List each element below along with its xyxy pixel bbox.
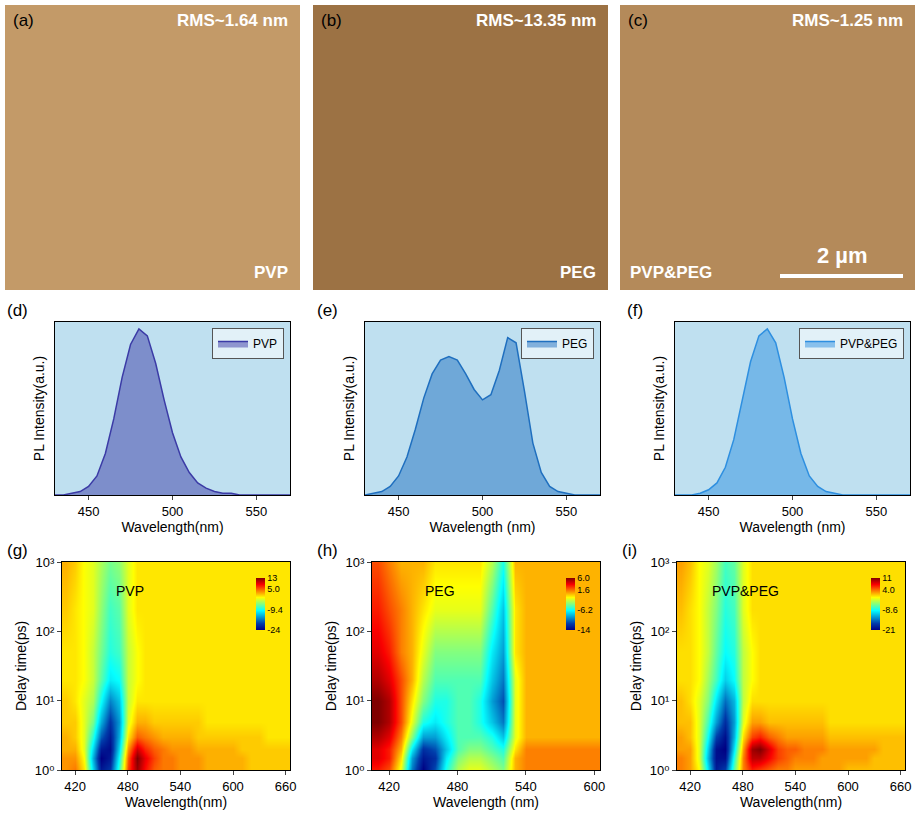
svg-text:550: 550	[556, 504, 578, 519]
svg-text:480: 480	[447, 779, 469, 794]
svg-text:600: 600	[222, 779, 244, 794]
svg-text:(d): (d)	[7, 301, 28, 320]
svg-text:Delay time(ps): Delay time(ps)	[13, 621, 29, 711]
svg-text:PEG: PEG	[560, 263, 596, 282]
svg-text:Wavelength(nm): Wavelength(nm)	[125, 794, 227, 810]
svg-text:420: 420	[64, 779, 86, 794]
svg-text:450: 450	[388, 504, 410, 519]
svg-text:PEG: PEG	[562, 337, 587, 351]
svg-text:600: 600	[837, 779, 859, 794]
svg-text:PVP&PEG: PVP&PEG	[840, 337, 897, 351]
svg-text:480: 480	[117, 779, 139, 794]
svg-text:11: 11	[882, 573, 891, 583]
svg-text:500: 500	[472, 504, 494, 519]
svg-text:RMS~1.25 nm: RMS~1.25 nm	[792, 11, 903, 30]
svg-text:PVP: PVP	[116, 583, 144, 599]
svg-text:PL Intensity(a.u.): PL Intensity(a.u.)	[31, 356, 47, 461]
svg-text:10²: 10²	[36, 624, 55, 639]
svg-text:(a): (a)	[13, 11, 34, 30]
svg-text:2 µm: 2 µm	[817, 243, 868, 268]
svg-text:-24: -24	[267, 625, 280, 635]
svg-text:10⁰: 10⁰	[345, 763, 365, 778]
svg-text:10⁰: 10⁰	[650, 763, 670, 778]
svg-text:PVP: PVP	[253, 337, 277, 351]
svg-text:-6.2: -6.2	[577, 605, 593, 615]
svg-text:13: 13	[267, 573, 277, 583]
svg-text:550: 550	[866, 504, 888, 519]
svg-text:(c): (c)	[628, 11, 648, 30]
svg-text:500: 500	[782, 504, 804, 519]
svg-text:Wavelength(nm): Wavelength(nm)	[121, 519, 223, 535]
svg-text:10⁰: 10⁰	[35, 763, 55, 778]
svg-text:10¹: 10¹	[346, 693, 365, 708]
svg-text:RMS~1.64 nm: RMS~1.64 nm	[177, 11, 288, 30]
svg-text:PVP: PVP	[254, 263, 288, 282]
svg-text:5.0: 5.0	[267, 584, 280, 594]
svg-text:(g): (g)	[7, 541, 28, 560]
svg-text:10¹: 10¹	[651, 693, 670, 708]
svg-text:Wavelength (nm): Wavelength (nm)	[429, 519, 535, 535]
svg-text:-9.4: -9.4	[267, 605, 283, 615]
svg-text:Delay time(ps): Delay time(ps)	[323, 621, 339, 711]
svg-text:(e): (e)	[317, 301, 338, 320]
svg-text:10²: 10²	[651, 624, 670, 639]
svg-text:660: 660	[275, 779, 297, 794]
svg-text:-21: -21	[882, 625, 895, 635]
svg-text:PVP&PEG: PVP&PEG	[630, 263, 712, 282]
svg-text:450: 450	[698, 504, 720, 519]
svg-text:6.0: 6.0	[577, 573, 590, 583]
svg-text:(b): (b)	[321, 11, 342, 30]
svg-text:480: 480	[732, 779, 754, 794]
svg-text:-14: -14	[577, 625, 590, 635]
svg-text:RMS~13.35 nm: RMS~13.35 nm	[476, 11, 596, 30]
svg-text:PEG: PEG	[425, 583, 455, 599]
svg-text:(f): (f)	[627, 301, 643, 320]
svg-text:450: 450	[78, 504, 100, 519]
svg-text:Wavelength (nm): Wavelength (nm)	[433, 794, 539, 810]
svg-text:540: 540	[170, 779, 192, 794]
svg-text:Wavelength (nm): Wavelength (nm)	[739, 519, 845, 535]
svg-text:10³: 10³	[36, 555, 55, 570]
svg-text:540: 540	[515, 779, 537, 794]
svg-text:10¹: 10¹	[36, 693, 55, 708]
svg-text:PL Intensity(a.u.): PL Intensity(a.u.)	[651, 356, 667, 461]
svg-text:660: 660	[890, 779, 912, 794]
svg-text:600: 600	[583, 779, 605, 794]
svg-text:(i): (i)	[622, 541, 637, 560]
svg-text:540: 540	[785, 779, 807, 794]
svg-text:-8.6: -8.6	[882, 605, 898, 615]
svg-text:(h): (h)	[317, 541, 338, 560]
svg-text:420: 420	[378, 779, 400, 794]
svg-text:Delay time(ps): Delay time(ps)	[628, 621, 644, 711]
svg-text:10³: 10³	[651, 555, 670, 570]
svg-text:420: 420	[679, 779, 701, 794]
svg-text:Wavelength(nm): Wavelength(nm)	[740, 794, 842, 810]
svg-text:PVP&PEG: PVP&PEG	[712, 583, 779, 599]
svg-text:550: 550	[246, 504, 268, 519]
svg-text:500: 500	[162, 504, 184, 519]
svg-text:4.0: 4.0	[882, 585, 895, 595]
svg-text:PL Intensity(a.u.): PL Intensity(a.u.)	[341, 356, 357, 461]
svg-text:10³: 10³	[346, 555, 365, 570]
svg-text:1.6: 1.6	[577, 585, 590, 595]
svg-text:10²: 10²	[346, 624, 365, 639]
